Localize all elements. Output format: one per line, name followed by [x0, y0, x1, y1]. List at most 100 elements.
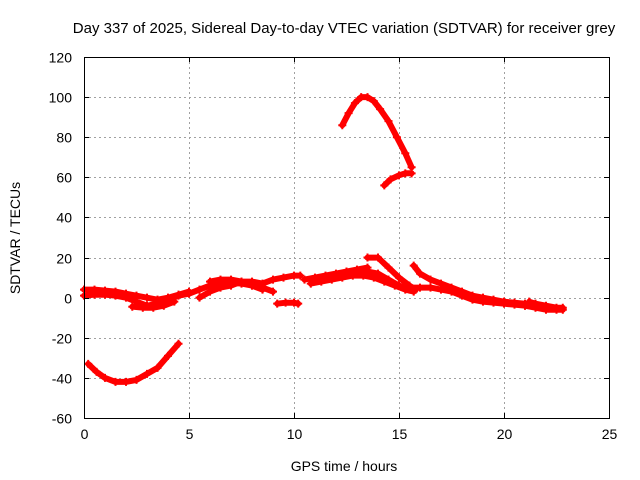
data-point	[447, 285, 456, 294]
data-point	[101, 373, 109, 382]
data-point	[138, 303, 147, 312]
x-axis: 0 5 10 15 20 25	[81, 57, 617, 442]
series-arc-high	[339, 94, 415, 171]
data-point	[426, 283, 435, 292]
y-tick-label: 40	[56, 210, 72, 226]
data-point	[159, 301, 168, 310]
x-tick-label: 20	[497, 426, 513, 442]
data-point	[206, 277, 214, 286]
data-point	[143, 293, 151, 302]
data-point	[558, 305, 567, 314]
chart-title: Day 337 of 2025, Sidereal Day-to-day VTE…	[73, 20, 616, 37]
data-point	[374, 269, 382, 278]
data-point	[174, 339, 183, 348]
data-point	[132, 375, 141, 384]
data-point	[489, 297, 498, 306]
data-point	[92, 367, 101, 376]
data-point	[84, 359, 93, 368]
data-point	[122, 293, 130, 302]
data-point	[111, 291, 120, 300]
plot-frame	[84, 57, 610, 419]
y-tick-label: 120	[49, 50, 73, 66]
data-point	[531, 303, 540, 312]
data-point	[143, 369, 151, 378]
data-point	[338, 121, 347, 130]
data-point	[269, 275, 277, 284]
x-tick-label: 0	[81, 426, 89, 442]
data-point	[185, 289, 193, 298]
data-point	[363, 253, 372, 262]
data-point	[416, 283, 424, 292]
data-point	[206, 287, 214, 296]
data-point	[363, 267, 372, 276]
data-point	[437, 285, 445, 294]
data-point	[407, 169, 416, 178]
data-point	[195, 285, 204, 294]
data-point	[510, 300, 519, 309]
data-point	[376, 105, 385, 114]
data-point	[395, 281, 403, 290]
data-point	[344, 109, 353, 118]
y-tick-label: -40	[52, 371, 72, 387]
data-point	[468, 293, 477, 302]
data-point	[395, 273, 403, 282]
data-point	[458, 289, 466, 298]
data-point	[216, 275, 225, 284]
y-tick-label: 60	[56, 170, 72, 186]
data-point	[258, 285, 267, 294]
grid-lines	[84, 57, 609, 418]
data-point	[195, 293, 204, 302]
data-point	[128, 302, 137, 311]
data-point	[521, 301, 529, 310]
y-tick-label: 80	[56, 130, 72, 146]
data-point	[401, 149, 410, 158]
data-point	[392, 133, 401, 142]
data-point	[350, 99, 359, 108]
data-point	[164, 351, 172, 360]
data-point	[384, 275, 393, 284]
data-point	[306, 279, 315, 288]
data-point	[363, 93, 372, 102]
data-point	[237, 277, 246, 286]
data-point	[395, 171, 403, 180]
data-point	[248, 281, 256, 290]
data-point	[122, 377, 130, 386]
data-point	[353, 267, 361, 276]
data-point	[369, 97, 378, 106]
data-point	[405, 283, 414, 292]
data-point	[327, 275, 336, 284]
data-point	[216, 283, 225, 292]
data-point	[342, 267, 351, 276]
x-tick-label: 10	[287, 426, 303, 442]
data-point	[479, 295, 487, 304]
y-tick-label: -60	[52, 411, 72, 427]
data-point	[273, 299, 282, 308]
data-series-group	[80, 93, 567, 386]
data-point	[111, 377, 120, 386]
data-point	[290, 298, 298, 307]
data-point	[384, 263, 393, 272]
y-tick-label: 0	[64, 291, 72, 307]
data-point	[380, 181, 389, 190]
y-tick-label: 100	[49, 90, 73, 106]
data-point	[300, 275, 309, 284]
data-point	[170, 297, 179, 306]
data-point	[279, 273, 288, 282]
data-point	[416, 269, 424, 278]
y-axis-label: SDTVAR / TECUs	[7, 182, 23, 294]
data-point	[174, 291, 183, 300]
y-tick-label: -20	[52, 331, 72, 347]
data-point	[281, 298, 290, 307]
data-point	[409, 261, 418, 270]
data-point	[426, 275, 435, 284]
data-point	[500, 299, 508, 308]
y-tick-label: 20	[56, 251, 72, 267]
data-point	[269, 287, 277, 296]
x-tick-label: 5	[186, 426, 194, 442]
data-point	[294, 299, 303, 308]
data-point	[227, 275, 235, 284]
data-point	[296, 271, 305, 280]
y-axis: -60 -40 -20 0 20 40 60 80 100 120	[49, 50, 609, 427]
data-point	[338, 273, 347, 282]
